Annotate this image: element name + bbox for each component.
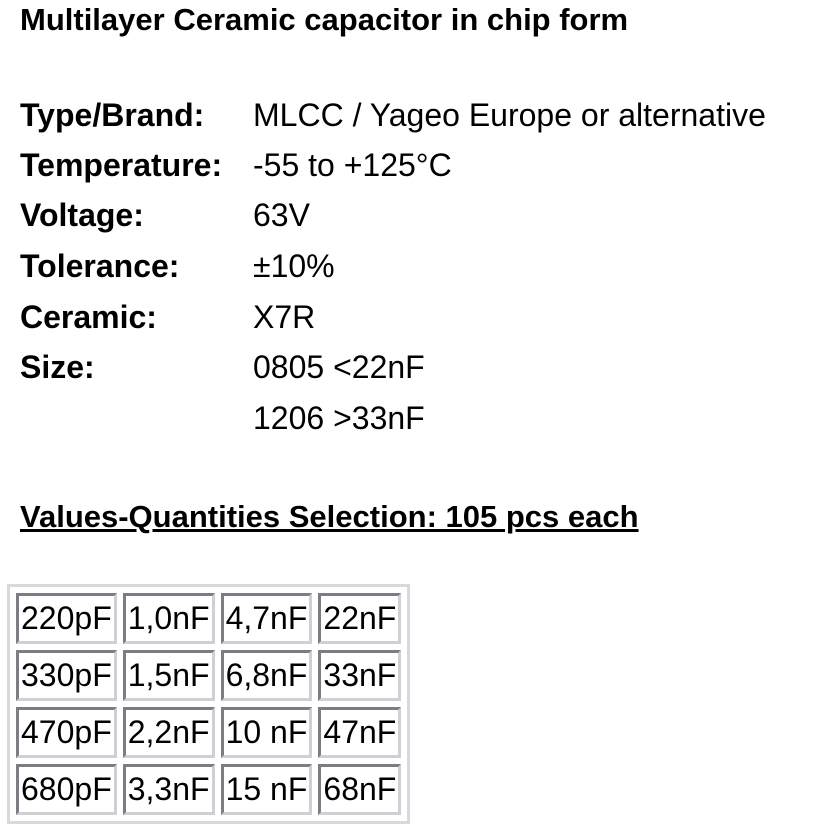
table-cell: 470pF — [16, 707, 117, 758]
document-title: Multilayer Ceramic capacitor in chip for… — [20, 2, 629, 37]
spec-value: MLCC / Yageo Europe or alternative — [253, 97, 766, 133]
spec-label: Type/Brand: — [20, 97, 205, 133]
table-cell: 1,5nF — [122, 650, 215, 701]
table-cell: 220pF — [16, 593, 117, 644]
table-row: 470pF 2,2nF 10 nF 47nF — [16, 707, 402, 758]
table-cell: 47nF — [318, 707, 402, 758]
table-cell: 680pF — [16, 764, 117, 815]
values-table: 220pF 1,0nF 4,7nF 22nF 330pF 1,5nF 6,8nF 33nF … — [7, 584, 411, 824]
table-cell: 22nF — [318, 593, 402, 644]
spec-value: 0805 <22nF — [253, 349, 425, 385]
table-cell: 10 nF — [220, 707, 313, 758]
table-cell: 1,0nF — [122, 593, 215, 644]
table-cell: 4,7nF — [220, 593, 313, 644]
spec-value: ±10% — [253, 248, 335, 284]
spec-label: Ceramic: — [20, 299, 157, 335]
table-cell: 2,2nF — [122, 707, 215, 758]
spec-label: Temperature: — [20, 147, 223, 183]
table-cell: 3,3nF — [122, 764, 215, 815]
table-cell: 6,8nF — [220, 650, 313, 701]
table-row: 680pF 3,3nF 15 nF 68nF — [16, 764, 402, 815]
spec-value: X7R — [253, 299, 316, 335]
spec-value: 1206 >33nF — [253, 400, 425, 436]
table-cell: 33nF — [318, 650, 402, 701]
table-row: 220pF 1,0nF 4,7nF 22nF — [16, 593, 402, 644]
spec-label: Voltage: — [20, 197, 144, 233]
spec-value: -55 to +125°C — [253, 147, 452, 183]
table-row: 330pF 1,5nF 6,8nF 33nF — [16, 650, 402, 701]
spec-label: Size: — [20, 349, 95, 385]
table-cell: 330pF — [16, 650, 117, 701]
table-cell: 15 nF — [220, 764, 313, 815]
table-cell: 68nF — [318, 764, 402, 815]
spec-label: Tolerance: — [20, 248, 180, 284]
spec-value: 63V — [253, 197, 310, 233]
selection-heading: Values-Quantities Selection: 105 pcs eac… — [20, 499, 639, 534]
